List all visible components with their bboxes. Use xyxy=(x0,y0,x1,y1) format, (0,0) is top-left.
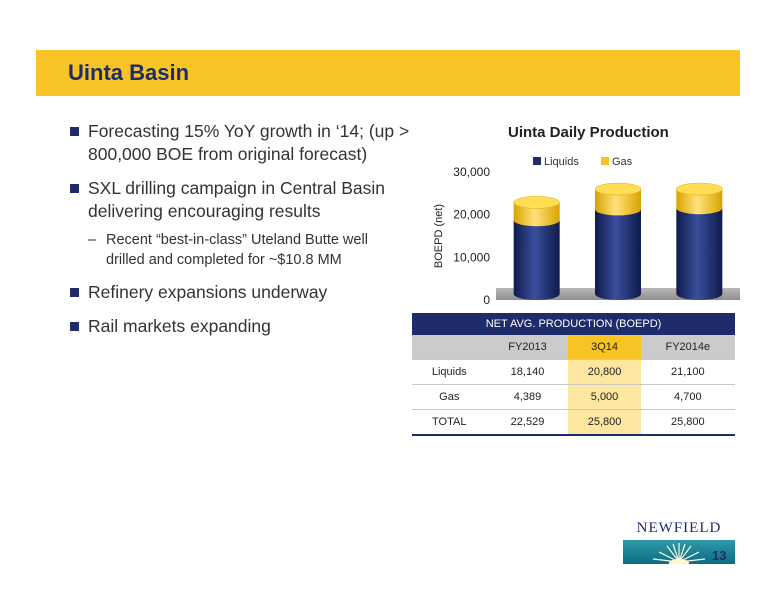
column-header xyxy=(412,335,487,360)
table-cell: 20,800 xyxy=(568,359,641,385)
bar-gas xyxy=(676,189,723,215)
bullet-list: Forecasting 15% YoY growth in ‘14; (up >… xyxy=(70,120,410,349)
bar-liquids xyxy=(513,220,560,300)
bar-gas xyxy=(513,202,560,227)
sub-bullet-text: Recent “best-in-class” Uteland Butte wel… xyxy=(106,232,368,268)
y-axis-label: BOEPD (net) xyxy=(433,204,445,268)
bullet-text: Refinery expansions underway xyxy=(88,282,328,302)
chart-title: Uinta Daily Production xyxy=(508,124,669,141)
title-bar: Uinta Basin xyxy=(36,50,740,96)
table-title: NET AVG. PRODUCTION (BOEPD) xyxy=(412,313,735,335)
table-cell: 22,529 xyxy=(486,409,569,436)
square-bullet-icon xyxy=(70,184,79,193)
bullet-item: Refinery expansions underway xyxy=(70,281,410,304)
table-cell: 25,800 xyxy=(640,409,735,436)
row-label: Liquids xyxy=(412,359,487,385)
bar-gas xyxy=(595,189,641,216)
bar-liquids xyxy=(676,208,723,300)
y-tick-label: 0 xyxy=(483,293,490,307)
table-cell: 5,000 xyxy=(568,384,641,410)
sub-bullet-item: – Recent “best-in-class” Uteland Butte we… xyxy=(70,230,410,270)
bullet-item: Rail markets expanding xyxy=(70,315,410,338)
table-row: Liquids 18,140 20,800 21,100 xyxy=(412,359,735,385)
page-title: Uinta Basin xyxy=(68,60,190,85)
legend-label: Liquids xyxy=(544,156,579,168)
production-table: NET AVG. PRODUCTION (BOEPD) FY2013 3Q14 … xyxy=(412,313,735,436)
table-title-row: NET AVG. PRODUCTION (BOEPD) xyxy=(412,313,735,335)
bullet-item: Forecasting 15% YoY growth in ‘14; (up >… xyxy=(70,120,410,166)
table-header-row: FY2013 3Q14 FY2014e xyxy=(412,335,735,360)
legend-swatch xyxy=(533,157,541,165)
table-row: Gas 4,389 5,000 4,700 xyxy=(412,384,735,410)
y-tick-label: 30,000 xyxy=(453,165,490,179)
row-label: TOTAL xyxy=(412,409,487,436)
newfield-logo: NEWFIELD xyxy=(623,520,735,569)
production-chart: 0 10,000 20,000 30,000 BOEPD (net) Liquids Gas xyxy=(433,156,740,307)
square-bullet-icon xyxy=(70,127,79,136)
bullet-item: SXL drilling campaign in Central Basin d… xyxy=(70,177,410,223)
row-label: Gas xyxy=(412,384,487,410)
bar-liquids xyxy=(595,209,641,300)
table-cell: 25,800 xyxy=(568,409,641,436)
table-cell: 4,700 xyxy=(640,384,735,410)
y-tick-label: 10,000 xyxy=(453,250,490,264)
bar-top-cap xyxy=(676,182,723,196)
dash-bullet-icon: – xyxy=(88,232,97,248)
bar-top-cap xyxy=(513,196,560,209)
square-bullet-icon xyxy=(70,288,79,297)
bullet-text: Forecasting 15% YoY growth in ‘14; (up >… xyxy=(88,121,410,164)
bullet-text: Rail markets expanding xyxy=(88,316,271,336)
square-bullet-icon xyxy=(70,322,79,331)
legend-label: Gas xyxy=(612,156,633,168)
page-number: 13 xyxy=(712,548,727,563)
bar-top-cap xyxy=(594,182,642,196)
table-cell: 4,389 xyxy=(486,384,569,410)
column-header: FY2013 xyxy=(486,335,569,360)
column-header: FY2014e xyxy=(640,335,735,360)
logo-text: NEWFIELD xyxy=(636,520,722,536)
table-row: TOTAL 22,529 25,800 25,800 xyxy=(412,409,735,436)
bullet-text: SXL drilling campaign in Central Basin d… xyxy=(88,178,386,221)
legend-swatch xyxy=(601,157,609,165)
table-cell: 21,100 xyxy=(640,359,735,385)
table-cell: 18,140 xyxy=(486,359,569,385)
column-header: 3Q14 xyxy=(568,335,641,360)
y-tick-label: 20,000 xyxy=(453,208,490,222)
